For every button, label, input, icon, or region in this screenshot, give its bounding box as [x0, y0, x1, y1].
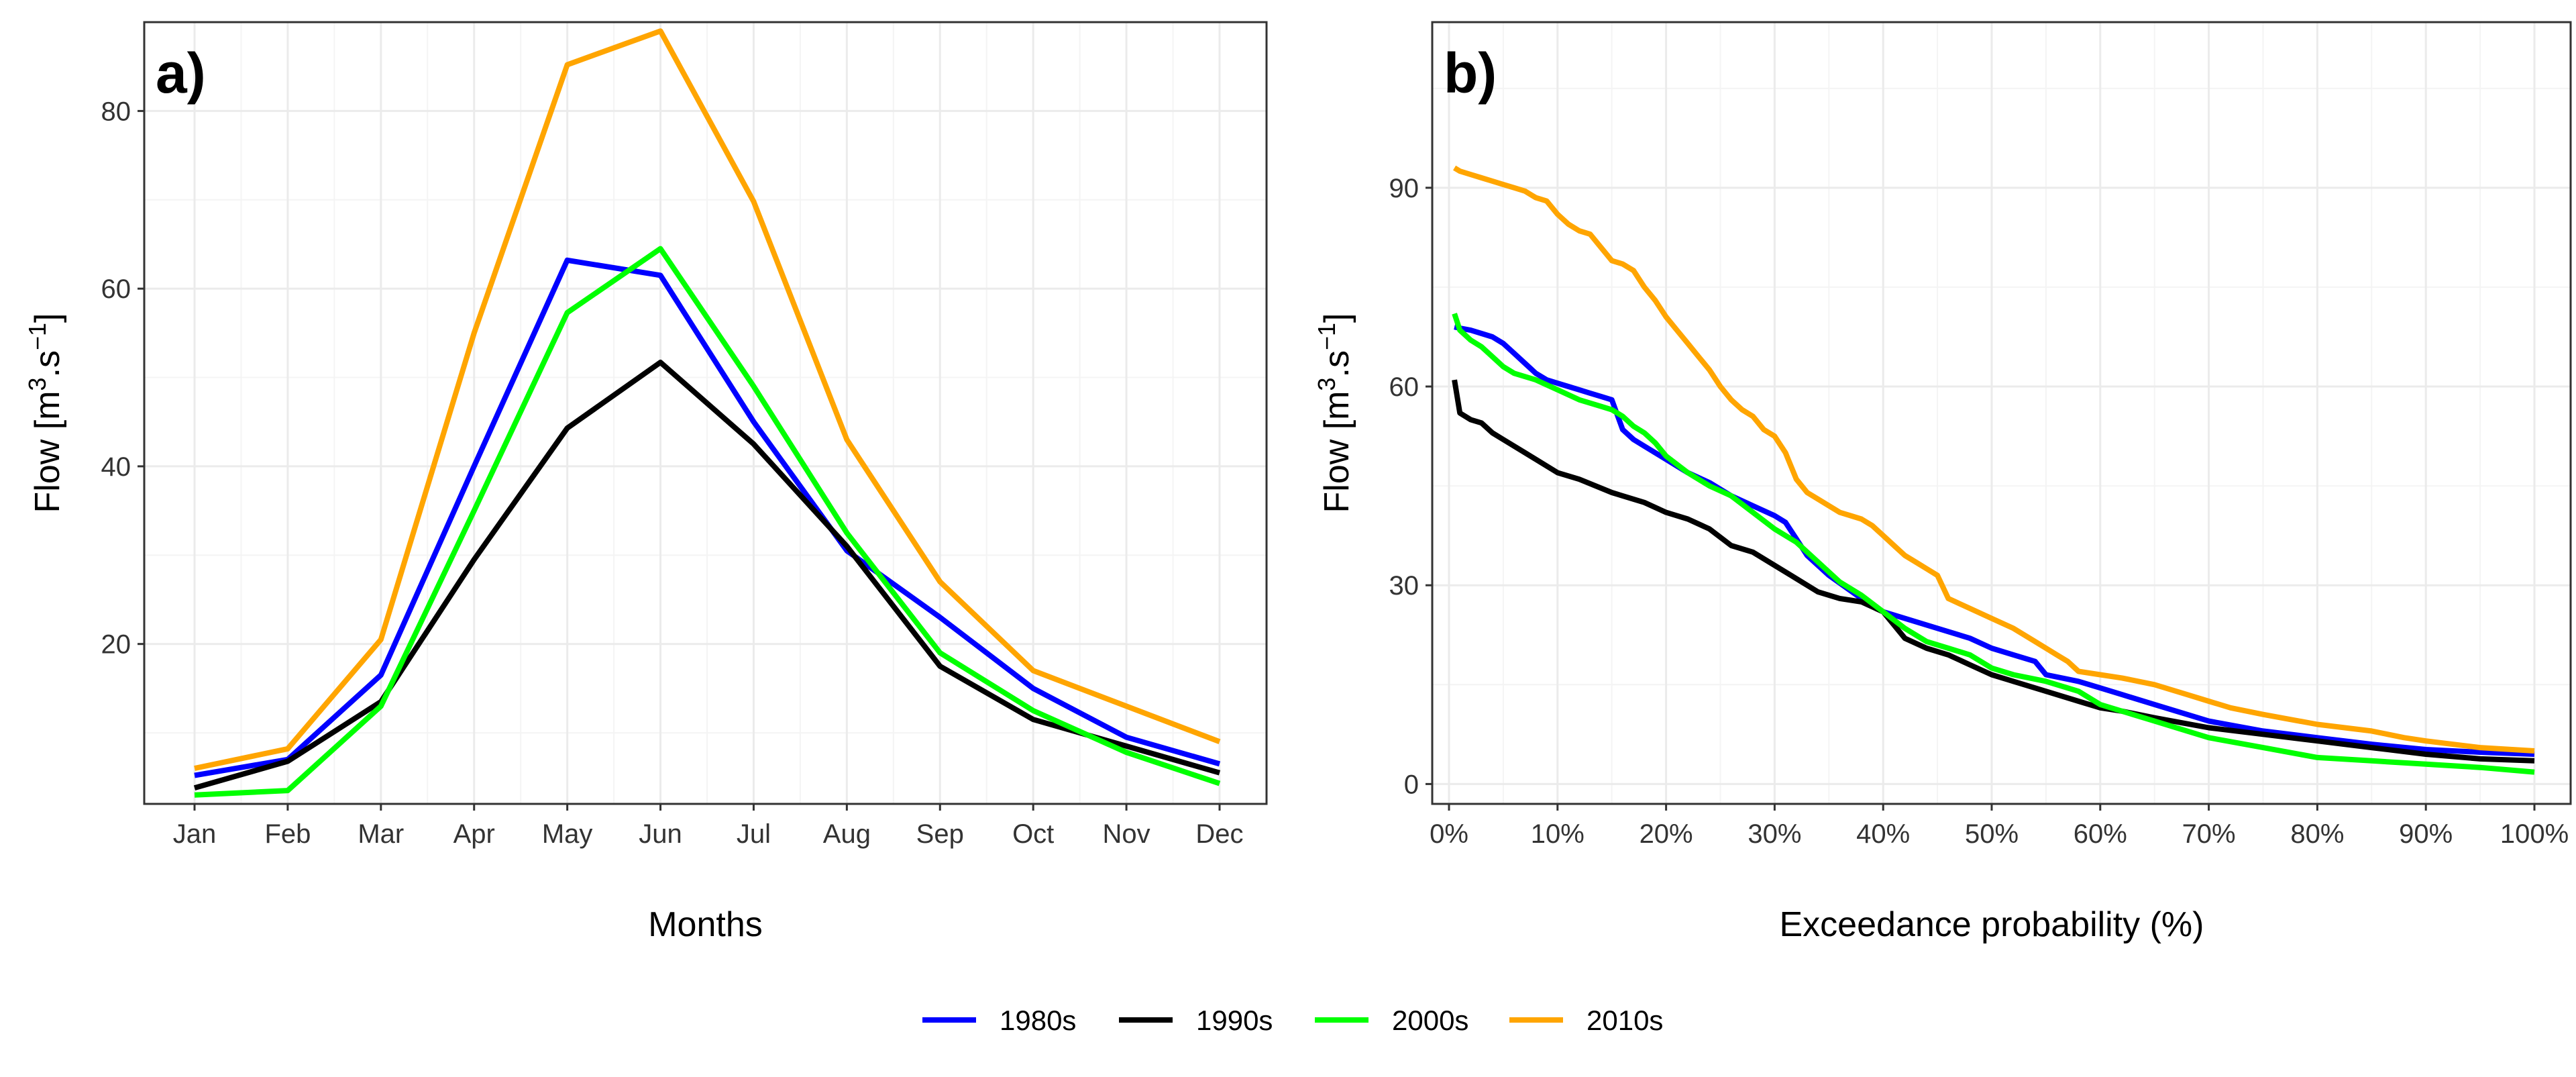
y-axis-label: Flow [m3.s−1] — [1313, 313, 1356, 513]
legend-label: 1980s — [1000, 1005, 1076, 1036]
y-axis-label-part: ] — [1318, 313, 1356, 323]
x-tick-label: 0% — [1430, 819, 1468, 849]
y-tick-label: 60 — [101, 274, 131, 304]
y-axis-label-part: Flow [m — [1318, 391, 1356, 513]
x-axis-label: Exceedance probability (%) — [1780, 905, 2204, 944]
plot-area — [144, 22, 1267, 804]
series-line-1990s — [1452, 379, 2535, 764]
x-tick-label: Oct — [1012, 819, 1054, 849]
panel-label-a: a) — [156, 42, 206, 105]
y-tick-label: 40 — [101, 452, 131, 482]
series-line-2010s — [1453, 165, 2535, 754]
x-tick-label: 40% — [1856, 819, 1910, 849]
x-tick-label: Jan — [173, 819, 217, 849]
series-line-1980s — [1454, 324, 2535, 757]
x-tick-label: Aug — [823, 819, 871, 849]
panel-b: 0% 10% 20% 30% 40% 50% 60% 70% 80% 90% 100% 0 30 60 90… — [1313, 21, 2572, 944]
y-tick-label: 90 — [1389, 174, 1419, 203]
y-tick-label: 20 — [101, 630, 131, 660]
x-tick-label: Sep — [916, 819, 964, 849]
y-axis-label-part: 3 — [1313, 377, 1340, 391]
panel-border — [1431, 21, 2572, 805]
x-tick-label: Jul — [737, 819, 771, 849]
panel-border — [143, 21, 1268, 805]
x-axis-label: Months — [648, 905, 763, 944]
x-tick-label: Dec — [1195, 819, 1243, 849]
x-tick-label: 90% — [2399, 819, 2453, 849]
legend: 1980s 1990s 2000s 2010s — [922, 1005, 1663, 1036]
series-line-1990s — [193, 360, 1221, 791]
series-line-2000s — [194, 246, 1221, 798]
series-line-2010s — [194, 28, 1221, 771]
y-axis-label-part: Flow [m — [28, 391, 67, 513]
x-tick-label: Mar — [358, 819, 404, 849]
x-tick-label: 70% — [2182, 819, 2236, 849]
y-tick-label: 0 — [1404, 770, 1419, 799]
y-axis-label-part: −1 — [1313, 323, 1340, 350]
y-axis-label-part: .s — [28, 350, 67, 377]
plot-area — [1432, 22, 2571, 804]
y-axis-label-part: ] — [28, 313, 67, 323]
x-tick-label: 60% — [2074, 819, 2127, 849]
y-axis-label: Flow [m3.s−1] — [23, 313, 67, 513]
x-tick-label: 50% — [1965, 819, 2019, 849]
y-axis-label-part: 3 — [23, 377, 51, 391]
x-tick-label: Feb — [264, 819, 311, 849]
panel-label-b: b) — [1444, 42, 1497, 105]
series-line-1980s — [194, 257, 1221, 778]
x-tick-label: 100% — [2500, 819, 2569, 849]
x-tick-label: 30% — [1748, 819, 1801, 849]
y-tick-label: 30 — [1389, 571, 1419, 601]
panel-a: Jan Feb Mar Apr May Jun Jul Aug Sep Oct Nov Dec 20 40… — [23, 21, 1268, 944]
legend-label: 2000s — [1392, 1005, 1468, 1036]
y-axis-label-part: .s — [1318, 350, 1356, 377]
y-tick-label: 60 — [1389, 372, 1419, 402]
series-line-2000s — [1452, 313, 2535, 775]
y-axis-label-part: −1 — [23, 323, 51, 350]
x-tick-label: 80% — [2290, 819, 2344, 849]
x-tick-label: 10% — [1531, 819, 1585, 849]
legend-label: 2010s — [1587, 1005, 1663, 1036]
y-tick-label: 80 — [101, 97, 131, 126]
x-tick-label: 20% — [1640, 819, 1693, 849]
legend-label: 1990s — [1196, 1005, 1273, 1036]
x-tick-label: Apr — [453, 819, 495, 849]
x-tick-label: Jun — [639, 819, 682, 849]
x-tick-label: Nov — [1103, 819, 1150, 849]
x-tick-label: May — [542, 819, 593, 849]
